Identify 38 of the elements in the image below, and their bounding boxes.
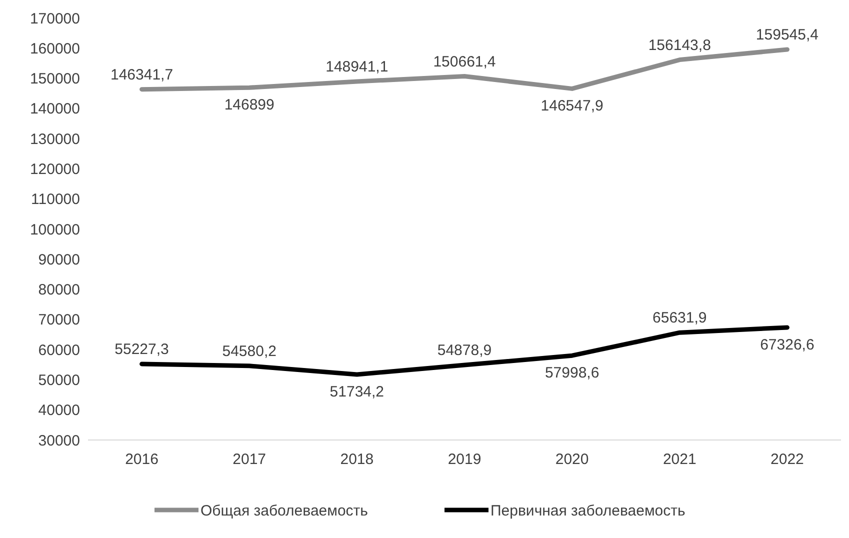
y-tick-label: 120000 xyxy=(30,160,80,178)
y-tick-label: 40000 xyxy=(38,402,80,420)
data-label: 65631,9 xyxy=(652,310,707,327)
y-tick-label: 170000 xyxy=(30,10,80,28)
x-tick-label: 2016 xyxy=(125,451,158,468)
y-tick-label: 90000 xyxy=(38,251,80,268)
x-tick-label: 2019 xyxy=(448,451,482,468)
data-label: 54878,9 xyxy=(437,342,492,360)
data-label: 146899 xyxy=(224,96,274,114)
y-tick-label: 140000 xyxy=(30,100,80,118)
legend-label: Первичная заболеваемость xyxy=(490,502,686,520)
data-label: 156143,8 xyxy=(648,36,711,54)
y-tick-label: 60000 xyxy=(38,342,80,359)
data-label: 54580,2 xyxy=(222,342,276,360)
legend-label: Общая заболеваемость xyxy=(200,502,368,520)
y-tick-label: 80000 xyxy=(38,282,80,299)
data-label: 146341,7 xyxy=(110,66,174,84)
y-tick-label: 110000 xyxy=(31,191,80,208)
x-tick-label: 2020 xyxy=(555,451,589,468)
x-tick-label: 2021 xyxy=(662,451,696,468)
x-tick-label: 2018 xyxy=(340,451,374,468)
data-label: 159545,4 xyxy=(756,26,819,44)
y-tick-label: 100000 xyxy=(30,221,80,238)
y-tick-label: 30000 xyxy=(38,432,80,450)
data-label: 146547,9 xyxy=(540,98,604,115)
y-tick-label: 160000 xyxy=(30,40,80,58)
data-label: 51734,2 xyxy=(330,383,384,400)
x-tick-label: 2022 xyxy=(770,451,804,468)
data-label: 57998,6 xyxy=(544,364,600,382)
y-tick-label: 150000 xyxy=(30,70,80,88)
y-tick-label: 50000 xyxy=(38,372,80,389)
data-label: 150661,4 xyxy=(433,53,496,70)
x-tick-label: 2017 xyxy=(232,451,266,468)
y-tick-label: 70000 xyxy=(38,312,80,329)
data-label: 67326,6 xyxy=(760,336,814,354)
y-tick-label: 130000 xyxy=(30,130,80,148)
data-label: 148941,1 xyxy=(326,58,388,76)
data-label: 55227,3 xyxy=(114,340,169,358)
